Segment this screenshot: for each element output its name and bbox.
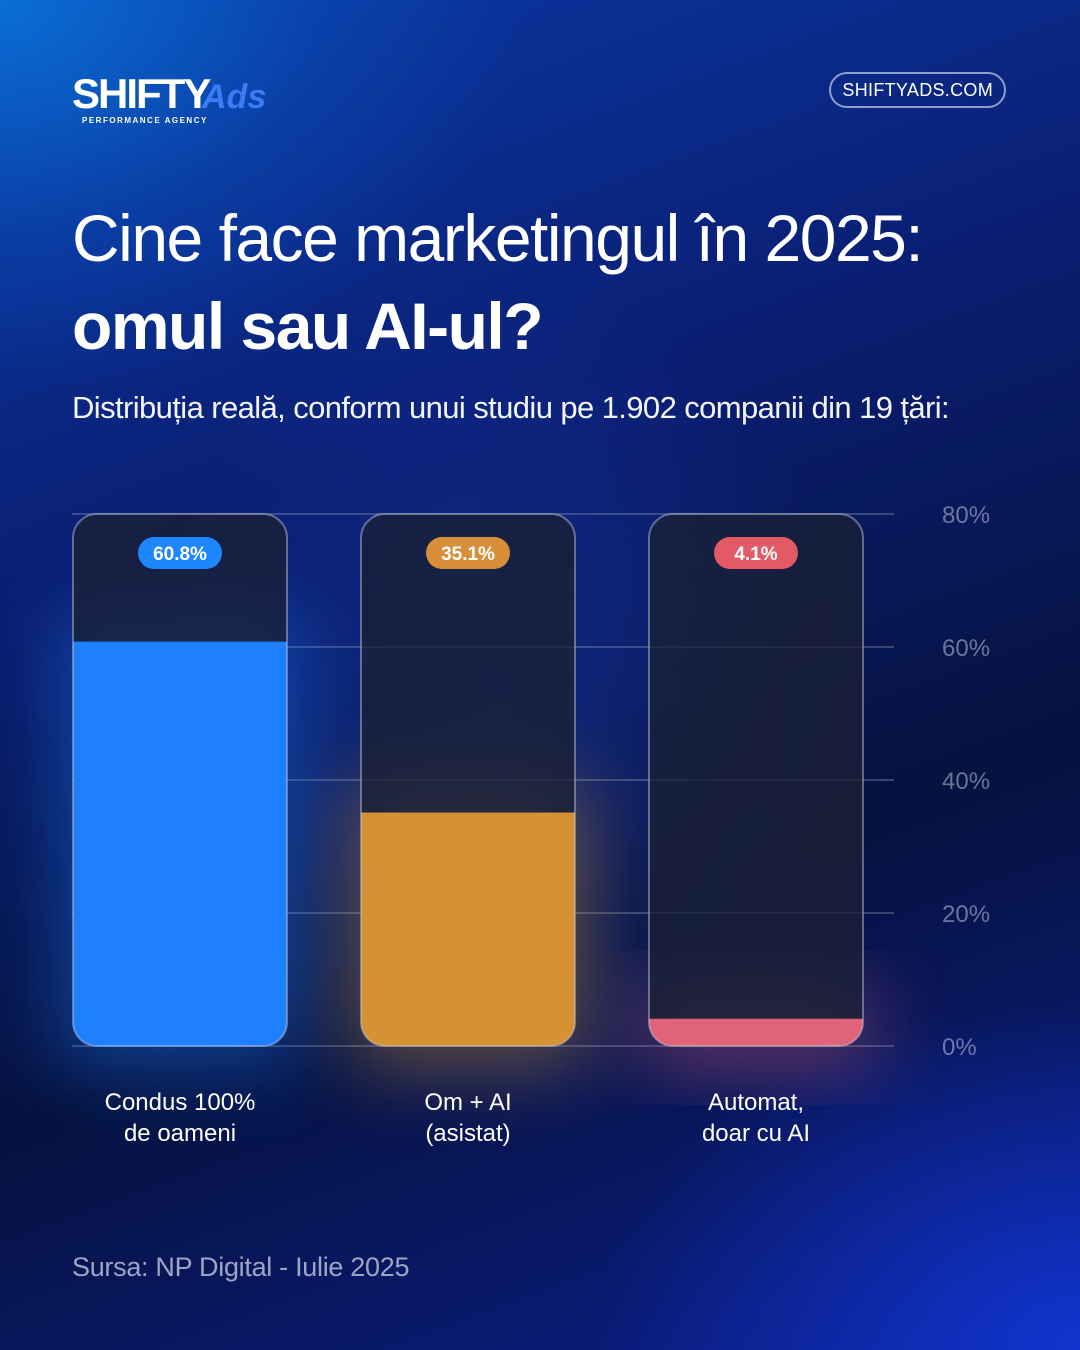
logo-wordmark: SHIFTY [72,70,211,117]
bar-chart: 0% 20% 40% 60% 80% 60.8% Condus 100% de oameni 3… [63,502,990,1147]
y-tick-label: 0% [942,1034,977,1061]
y-tick-label: 40% [942,768,990,795]
bar [73,641,287,1046]
brand-logo: SHIFTY Ads PERFORMANCE AGENCY [72,70,272,134]
logo-accent: Ads [202,78,267,116]
bar-outline [648,513,864,1047]
bar-outline [360,513,576,1047]
x-tick-label: (asistat) [425,1120,510,1147]
bar-outline [72,513,288,1047]
website-badge[interactable]: SHIFTYADS.COM [829,72,1006,108]
x-tick-label: Automat, [708,1089,804,1116]
value-badge [426,537,510,569]
data-label: 60.8% [153,544,207,565]
value-badge [138,537,222,569]
source-note: Sursa: NP Digital - Iulie 2025 [72,1252,410,1282]
page-title-line2: omul sau AI-ul? [72,289,544,363]
data-label: 35.1% [441,544,495,565]
y-tick-label: 20% [942,901,990,928]
page-title-line1: Cine face marketingul în 2025: [72,201,924,275]
y-tick-label: 60% [942,635,990,662]
page-subtitle: Distribuția reală, conform unui studiu p… [72,390,950,425]
x-tick-label: Om + AI [424,1089,511,1116]
x-tick-label: doar cu AI [702,1120,810,1147]
y-tick-label: 80% [942,502,990,529]
value-badge [714,537,798,569]
bar [361,812,575,1046]
x-tick-label: de oameni [124,1120,236,1147]
bar [649,1018,863,1046]
logo-tagline: PERFORMANCE AGENCY [82,116,208,125]
x-tick-label: Condus 100% [105,1089,256,1116]
data-label: 4.1% [734,544,777,565]
bar-track [649,514,863,1046]
